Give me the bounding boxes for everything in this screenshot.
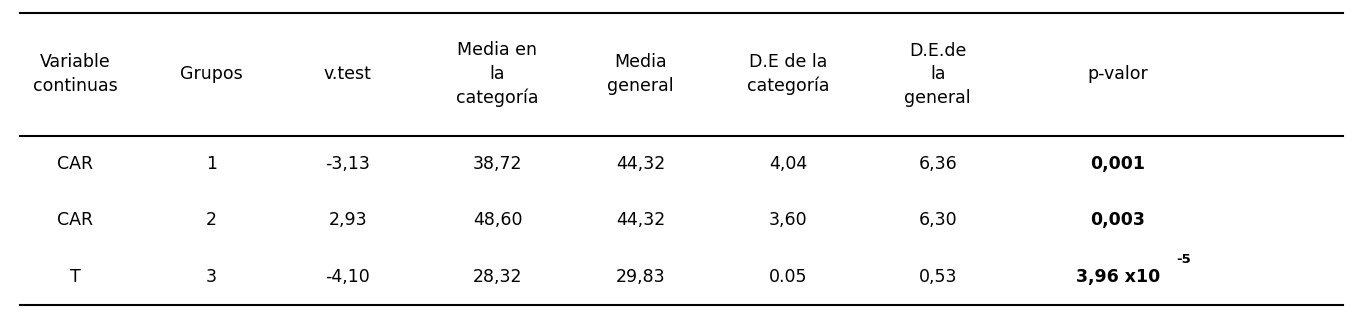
Text: 44,32: 44,32 bbox=[616, 211, 665, 230]
Text: 0,003: 0,003 bbox=[1090, 211, 1145, 230]
Text: 0,001: 0,001 bbox=[1090, 155, 1145, 173]
Text: Media
general: Media general bbox=[608, 53, 673, 95]
Text: T: T bbox=[70, 268, 80, 286]
Text: 38,72: 38,72 bbox=[473, 155, 522, 173]
Text: 2: 2 bbox=[206, 211, 217, 230]
Text: v.test: v.test bbox=[323, 65, 372, 83]
Text: 3: 3 bbox=[206, 268, 217, 286]
Text: p-valor: p-valor bbox=[1088, 65, 1148, 83]
Text: -3,13: -3,13 bbox=[326, 155, 369, 173]
Text: 4,04: 4,04 bbox=[769, 155, 807, 173]
Text: 29,83: 29,83 bbox=[616, 268, 665, 286]
Text: CAR: CAR bbox=[57, 211, 93, 230]
Text: Grupos: Grupos bbox=[180, 65, 243, 83]
Text: -4,10: -4,10 bbox=[326, 268, 369, 286]
Text: 48,60: 48,60 bbox=[473, 211, 522, 230]
Text: 0,53: 0,53 bbox=[919, 268, 957, 286]
Text: 0.05: 0.05 bbox=[769, 268, 807, 286]
Text: Media en
la
categoría: Media en la categoría bbox=[457, 41, 538, 107]
Text: 6,36: 6,36 bbox=[919, 155, 957, 173]
Text: 3,60: 3,60 bbox=[769, 211, 807, 230]
Text: 6,30: 6,30 bbox=[919, 211, 957, 230]
Text: 2,93: 2,93 bbox=[328, 211, 367, 230]
Text: 44,32: 44,32 bbox=[616, 155, 665, 173]
Text: 3,96 x10: 3,96 x10 bbox=[1075, 268, 1160, 286]
Text: CAR: CAR bbox=[57, 155, 93, 173]
Text: D.E de la
categoría: D.E de la categoría bbox=[747, 53, 829, 95]
Text: 28,32: 28,32 bbox=[473, 268, 522, 286]
Text: -5: -5 bbox=[1176, 253, 1191, 266]
Text: Variable
continuas: Variable continuas bbox=[33, 53, 117, 95]
Text: D.E.de
la
general: D.E.de la general bbox=[905, 42, 970, 107]
Text: 1: 1 bbox=[206, 155, 217, 173]
